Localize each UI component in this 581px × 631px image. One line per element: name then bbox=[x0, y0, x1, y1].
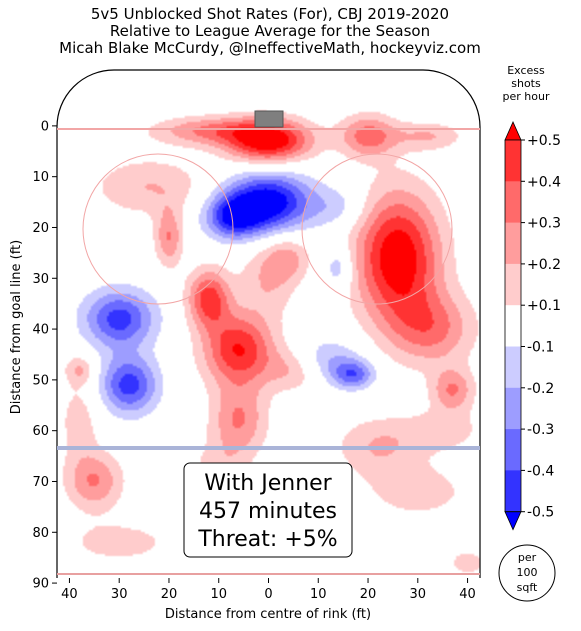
colorbar-tick-label: +0.2 bbox=[527, 257, 561, 273]
colorbar-tick-label: -0.3 bbox=[527, 422, 554, 438]
y-tick-label: 80 bbox=[32, 526, 49, 541]
colorbar-segment bbox=[505, 346, 521, 389]
x-tick-label: 20 bbox=[360, 587, 377, 602]
colorbar-title-line-1: Excess bbox=[507, 64, 545, 77]
title-line-3: Micah Blake McCurdy, @IneffectiveMath, h… bbox=[59, 39, 481, 57]
colorbar-title: Excess shots per hour bbox=[496, 64, 556, 103]
goal-net bbox=[254, 110, 284, 128]
y-tick-label: 0 bbox=[41, 119, 49, 134]
faceoff-circle-right bbox=[301, 153, 453, 305]
y-tick-label: 90 bbox=[32, 577, 49, 592]
colorbar-tick-label: -0.5 bbox=[527, 505, 554, 521]
annotation-box: With Jenner 457 minutes Threat: +5% bbox=[183, 462, 353, 558]
unit-badge-circle bbox=[498, 544, 556, 602]
colorbar-title-line-2: shots bbox=[511, 77, 541, 90]
colorbar-tick-label: +0.1 bbox=[527, 298, 561, 314]
unit-badge: per 100 sqft bbox=[498, 544, 556, 602]
title-line-2: Relative to League Average for the Seaso… bbox=[109, 22, 431, 40]
x-tick-label: 30 bbox=[410, 587, 427, 602]
colorbar-segment bbox=[505, 429, 521, 471]
colorbar-tick-label: +0.4 bbox=[527, 174, 561, 190]
colorbar-segment bbox=[505, 387, 521, 430]
annotation-frame bbox=[183, 462, 353, 558]
colorbar-title-line-3: per hour bbox=[502, 90, 550, 103]
y-tick-label: 40 bbox=[32, 323, 49, 338]
annotation-line-2: 457 minutes bbox=[199, 499, 337, 524]
y-tick-label: 10 bbox=[32, 170, 49, 185]
x-tick-label: 10 bbox=[210, 587, 227, 602]
y-tick-label: 70 bbox=[32, 475, 49, 490]
colorbar-segment bbox=[505, 222, 521, 265]
rink-markings bbox=[56, 69, 481, 578]
chart-title: 5v5 Unblocked Shot Rates (For), CBJ 2019… bbox=[0, 6, 540, 57]
colorbar-frame bbox=[504, 139, 522, 513]
colorbar-tick-label: -0.1 bbox=[527, 340, 554, 356]
colorbar-tick-label: +0.3 bbox=[527, 216, 561, 232]
colorbar-segment bbox=[505, 140, 521, 182]
colorbar-arrow-bottom bbox=[504, 511, 522, 531]
colorbar-segment bbox=[505, 470, 521, 513]
colorbar-tick-label: +0.5 bbox=[527, 133, 561, 149]
unit-badge-line-2: 100 bbox=[517, 566, 538, 579]
x-tick-label: 0 bbox=[264, 587, 272, 602]
colorbar-tick-label: -0.4 bbox=[527, 463, 554, 479]
x-tick-label: 40 bbox=[61, 587, 78, 602]
colorbar-tick-label: -0.2 bbox=[527, 381, 554, 397]
colorbar-segment bbox=[505, 263, 521, 306]
colorbar-arrow-top bbox=[504, 121, 522, 141]
y-tick-label: 30 bbox=[32, 272, 49, 287]
title-line-1: 5v5 Unblocked Shot Rates (For), CBJ 2019… bbox=[90, 5, 450, 23]
rink-boards bbox=[56, 69, 481, 578]
x-axis: 40 30 20 10 0 10 20 30 40 Distance from centre o… bbox=[61, 578, 476, 622]
colorbar-segment bbox=[505, 181, 521, 224]
y-axis: 0 10 20 30 40 50 60 70 80 90 Distance from goal l… bbox=[9, 119, 57, 592]
x-tick-label: 30 bbox=[111, 587, 128, 602]
x-tick-label: 10 bbox=[310, 587, 327, 602]
colorbar-segment bbox=[505, 305, 521, 347]
y-tick-label: 50 bbox=[32, 373, 49, 388]
unit-badge-line-1: per bbox=[518, 551, 537, 564]
faceoff-circle-left bbox=[82, 153, 234, 305]
y-axis-label: Distance from goal line (ft) bbox=[9, 240, 24, 414]
unit-badge-line-3: sqft bbox=[517, 581, 538, 594]
y-tick-label: 60 bbox=[32, 424, 49, 439]
y-tick-label: 20 bbox=[32, 221, 49, 236]
annotation-line-1: With Jenner bbox=[204, 471, 332, 496]
x-tick-label: 20 bbox=[161, 587, 178, 602]
annotation-line-3: Threat: +5% bbox=[197, 527, 337, 552]
colorbar: +0.5 +0.4 +0.3 +0.2 +0.1 -0.1 -0.2 -0.3 -0.4 -0.5 bbox=[504, 121, 561, 531]
x-tick-label: 40 bbox=[459, 587, 476, 602]
x-axis-label: Distance from centre of rink (ft) bbox=[165, 607, 371, 622]
